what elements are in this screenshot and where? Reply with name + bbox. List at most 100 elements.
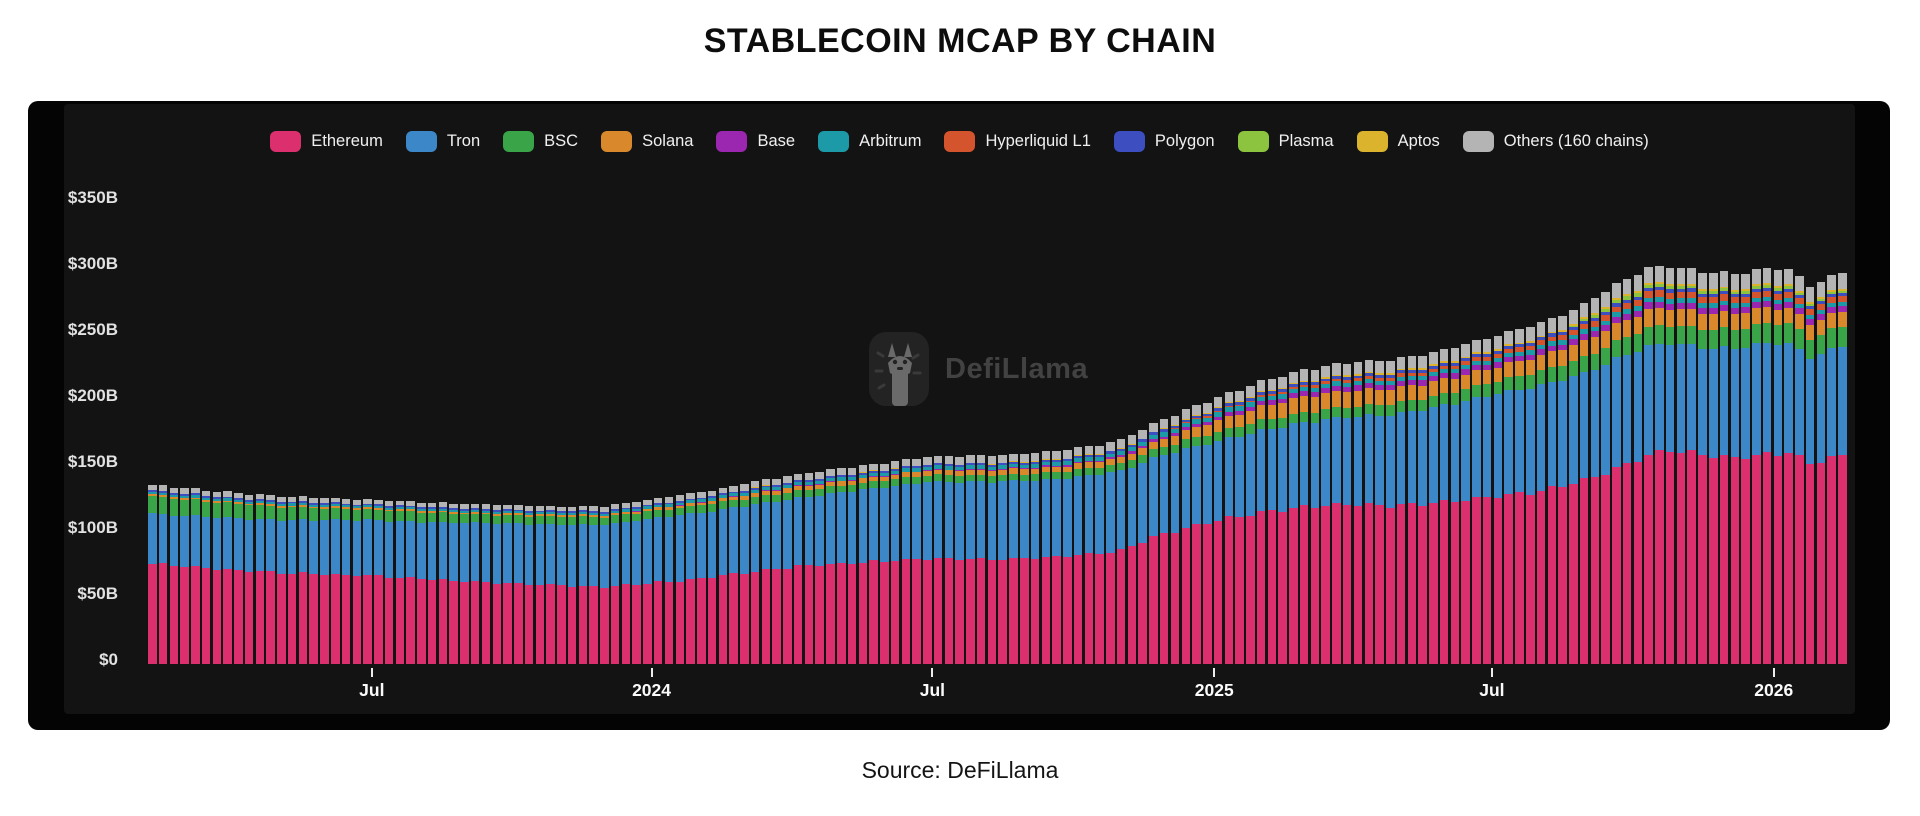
bar-segment <box>1439 365 1449 370</box>
bar-segment <box>1719 327 1729 347</box>
bar-segment <box>1041 478 1051 557</box>
bar-segment <box>352 576 362 664</box>
bar <box>287 496 297 664</box>
legend-item-polygon[interactable]: Polygon <box>1113 131 1215 152</box>
bar-segment <box>686 498 695 501</box>
bar-segment <box>212 518 222 571</box>
legend-item-bsc[interactable]: BSC <box>503 131 578 152</box>
legend-item-base[interactable]: Base <box>716 131 795 152</box>
bar-segment <box>837 475 846 478</box>
bar-segment <box>277 506 286 508</box>
bar <box>1342 363 1352 664</box>
bar-segment <box>1127 546 1137 664</box>
bar-segment <box>1784 268 1793 285</box>
bar-segment <box>740 506 749 574</box>
bar-segment <box>1224 407 1234 412</box>
watermark-label: DefiLlama <box>945 352 1089 385</box>
y-tick-label: $0 <box>99 650 118 669</box>
bar-segment <box>815 488 824 496</box>
bar-segment <box>546 515 555 524</box>
bar-segment <box>1784 342 1793 454</box>
legend-item-tron[interactable]: Tron <box>405 131 480 152</box>
legend-item-aptos[interactable]: Aptos <box>1356 131 1440 152</box>
bar-segment <box>514 523 523 583</box>
bar <box>567 506 577 664</box>
bar-segment <box>341 505 351 508</box>
bar-segment <box>1590 297 1600 313</box>
bar-segment <box>1224 411 1234 416</box>
legend-item-arbitrum[interactable]: Arbitrum <box>818 131 921 152</box>
bar-segment <box>1332 385 1341 391</box>
x-axis: Jul 2024 Jul 2025 Jul 2026 <box>148 664 1848 716</box>
bar-segment <box>847 480 857 481</box>
bar <box>976 455 986 664</box>
legend-item-ethereum[interactable]: Ethereum <box>270 131 383 152</box>
bar-segment <box>1159 439 1169 448</box>
bar-segment <box>912 458 921 466</box>
bar <box>987 456 997 664</box>
bar-segment <box>363 498 372 504</box>
legend-item-solana[interactable]: Solana <box>601 131 693 152</box>
bar-segment <box>223 500 232 503</box>
bar-segment <box>697 502 706 506</box>
bar-segment <box>1773 270 1783 287</box>
bar-segment <box>772 494 781 502</box>
bar-segment <box>1827 312 1836 329</box>
bar-segment <box>1612 299 1621 304</box>
bar-segment <box>1590 370 1600 477</box>
bar-segment <box>1569 309 1578 324</box>
bar-segment <box>1579 329 1589 334</box>
bar-segment <box>869 487 878 561</box>
bar-segment <box>180 515 189 568</box>
bar-segment <box>1536 337 1546 341</box>
bar-segment <box>955 470 964 472</box>
bar-segment <box>837 480 846 482</box>
bar-segment <box>1795 308 1804 314</box>
bar-segment <box>1429 372 1438 377</box>
bar-segment <box>1547 351 1557 367</box>
bar-segment <box>1418 411 1427 506</box>
bar-segment <box>1299 411 1309 422</box>
legend-item-hyperliquid-l1[interactable]: Hyperliquid L1 <box>944 131 1091 152</box>
bar-segment <box>1095 462 1104 468</box>
bar-segment <box>1493 351 1503 355</box>
bar-segment <box>1816 297 1826 299</box>
bar-segment <box>158 494 168 497</box>
bar-segment <box>503 513 512 515</box>
y-tick-label: $50B <box>77 584 118 603</box>
bar-segment <box>1353 406 1363 417</box>
bar-segment <box>1009 461 1018 462</box>
bar-segment <box>1579 339 1589 357</box>
bar-segment <box>826 469 835 476</box>
bar-segment <box>567 506 577 512</box>
bar-segment <box>1020 481 1029 559</box>
bar <box>492 505 501 664</box>
bar-segment <box>1601 364 1610 475</box>
bar-segment <box>309 502 318 505</box>
bar-segment <box>244 505 254 520</box>
bar-segment <box>1644 267 1653 283</box>
bar <box>244 494 254 664</box>
bar-segment <box>1267 418 1277 429</box>
bar-segment <box>1795 304 1804 309</box>
bar-segment <box>1515 361 1524 376</box>
bar-segment <box>514 505 523 510</box>
bar-segment <box>1482 356 1492 361</box>
bar-segment <box>1041 461 1051 466</box>
x-tick-mark <box>1213 668 1216 677</box>
y-tick-label: $100B <box>67 518 118 537</box>
bar <box>1838 273 1847 664</box>
bar-segment <box>309 508 318 521</box>
bar-segment <box>976 558 986 664</box>
legend-item-others-160-chains[interactable]: Others (160 chains) <box>1462 131 1649 152</box>
bar-segment <box>1084 552 1094 664</box>
bar-segment <box>966 463 975 466</box>
bar-segment <box>901 483 911 559</box>
bar-segment <box>481 512 491 515</box>
bar-segment <box>912 465 921 467</box>
bar <box>557 506 566 664</box>
bar-segment <box>750 489 760 493</box>
legend-item-plasma[interactable]: Plasma <box>1237 131 1334 152</box>
bar-segment <box>837 477 846 481</box>
bar-segment <box>1386 415 1395 508</box>
